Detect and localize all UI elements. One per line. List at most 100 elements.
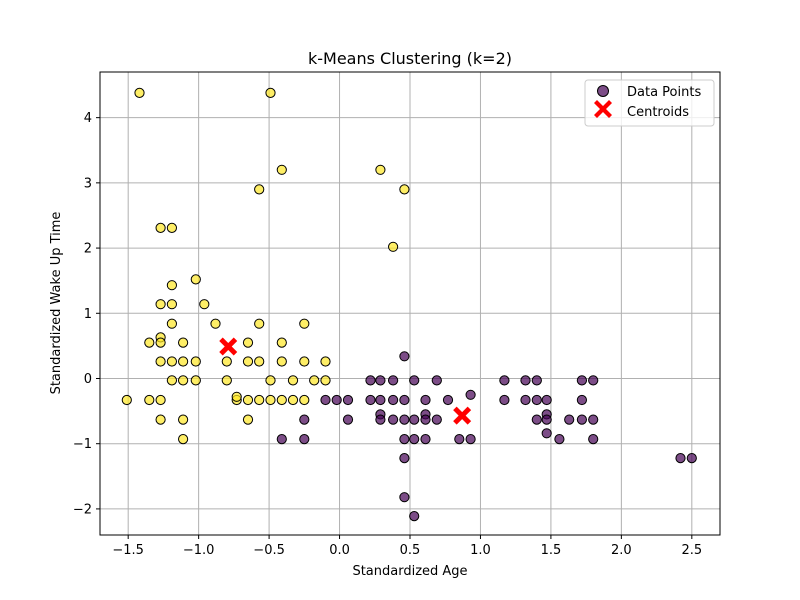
data-point xyxy=(265,394,276,406)
x-tick-label: 2.5 xyxy=(681,543,702,558)
y-tick-label: −1 xyxy=(73,437,92,452)
data-point xyxy=(686,453,697,464)
x-tick-label: 0.0 xyxy=(329,543,350,558)
data-point xyxy=(588,375,599,386)
data-point xyxy=(588,434,599,445)
y-tick-label: 1 xyxy=(84,307,92,322)
centroid-markers xyxy=(219,337,472,425)
x-tick-label: 0.5 xyxy=(400,543,421,558)
legend-label-data-points: Data Points xyxy=(627,85,701,100)
y-tick-label: −2 xyxy=(73,502,92,517)
x-tick-label: 2.0 xyxy=(611,543,632,558)
data-point xyxy=(134,87,145,99)
data-point xyxy=(465,434,476,445)
data-point xyxy=(254,356,265,367)
data-point xyxy=(454,434,465,445)
x-tick-label: 1.5 xyxy=(541,543,562,558)
data-point xyxy=(178,375,189,386)
data-point xyxy=(442,394,454,406)
data-point xyxy=(399,394,410,406)
data-point xyxy=(541,394,552,406)
data-point xyxy=(155,356,166,367)
data-point xyxy=(155,222,166,233)
x-tick-label: 1.0 xyxy=(470,543,491,558)
data-point xyxy=(576,414,588,425)
data-point xyxy=(178,356,189,367)
data-point xyxy=(166,299,177,310)
data-point xyxy=(342,414,354,425)
x-axis-label: Standardized Age xyxy=(352,564,467,579)
data-point xyxy=(399,434,410,445)
data-point xyxy=(388,375,399,386)
grid-lines xyxy=(100,72,720,535)
data-point xyxy=(409,510,420,522)
data-point xyxy=(242,356,254,367)
data-point xyxy=(531,375,542,386)
legend: Data Points Centroids xyxy=(584,79,715,127)
data-point xyxy=(375,414,386,425)
data-point xyxy=(231,391,242,402)
data-point xyxy=(375,394,386,406)
data-point xyxy=(588,414,599,425)
data-point xyxy=(388,394,399,406)
y-tick-label: 3 xyxy=(84,176,92,191)
data-point xyxy=(155,337,166,348)
data-point xyxy=(299,356,310,367)
y-tick-label: 4 xyxy=(84,111,92,126)
data-point xyxy=(155,394,166,406)
y-tick-label: 0 xyxy=(84,372,92,387)
data-point xyxy=(178,337,189,348)
data-point xyxy=(576,375,588,386)
data-point xyxy=(399,184,410,195)
x-tick-label: −1.0 xyxy=(183,543,215,558)
data-point xyxy=(409,375,420,386)
data-point xyxy=(166,318,177,329)
data-point xyxy=(375,375,386,386)
data-point xyxy=(254,318,265,329)
data-point xyxy=(399,351,410,362)
data-point xyxy=(221,356,232,367)
data-point xyxy=(365,394,376,406)
data-point xyxy=(420,394,431,406)
data-point xyxy=(420,414,431,425)
data-point xyxy=(531,414,542,425)
data-point xyxy=(287,394,299,406)
data-point xyxy=(299,394,310,406)
data-point xyxy=(375,164,386,175)
data-point xyxy=(144,394,155,406)
data-point xyxy=(121,394,132,406)
data-point xyxy=(576,394,588,406)
legend-box xyxy=(584,79,715,127)
data-point xyxy=(420,434,431,445)
y-tick-label: 2 xyxy=(84,242,92,257)
legend-label-centroids: Centroids xyxy=(627,105,689,120)
data-point xyxy=(155,414,166,425)
data-point xyxy=(155,299,166,310)
data-point xyxy=(499,394,510,406)
y-axis-ticks: −2 −1 0 1 2 3 4 xyxy=(73,111,100,517)
data-point xyxy=(190,375,201,386)
data-point xyxy=(242,394,254,406)
data-point xyxy=(178,434,189,445)
data-point xyxy=(541,428,552,439)
data-point xyxy=(287,375,299,386)
data-points xyxy=(121,87,697,522)
data-point xyxy=(399,492,410,503)
data-point xyxy=(399,414,410,425)
data-point xyxy=(342,394,354,406)
data-point xyxy=(499,375,510,386)
data-point xyxy=(520,394,531,406)
data-point xyxy=(431,414,442,425)
data-point xyxy=(178,414,189,425)
y-axis-label: Standardized Wake Up Time xyxy=(49,212,64,395)
data-point xyxy=(276,434,287,445)
data-point xyxy=(320,375,331,386)
data-point xyxy=(254,184,265,195)
data-point xyxy=(388,414,399,425)
data-point xyxy=(399,453,410,464)
data-point xyxy=(320,394,331,406)
x-axis-ticks: −1.5 −1.0 −0.5 0.0 0.5 1.0 1.5 2.0 2.5 xyxy=(112,535,702,558)
legend-marker-centroids xyxy=(594,100,612,118)
data-point xyxy=(166,375,177,386)
